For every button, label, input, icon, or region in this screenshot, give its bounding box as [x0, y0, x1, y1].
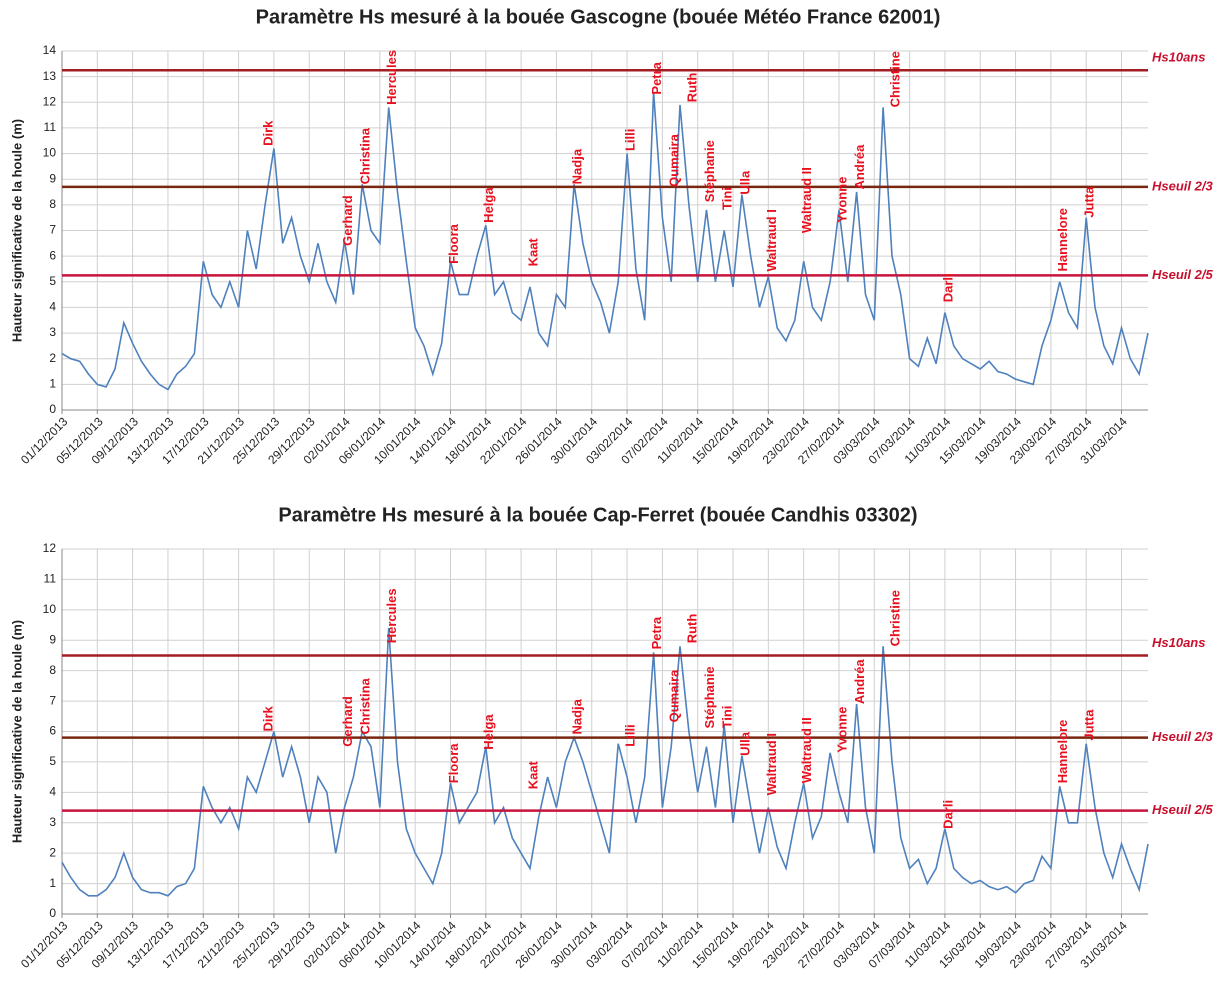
y-tick-label: 1 — [49, 876, 56, 890]
y-tick-label: 1 — [49, 377, 56, 391]
y-tick-label: 8 — [49, 197, 56, 211]
y-tick-label: 0 — [49, 402, 56, 416]
y-axis-label: Hauteur significative de la houle (m) — [9, 119, 24, 342]
storm-label: Nadja — [570, 698, 585, 734]
y-tick-label: 6 — [49, 248, 56, 262]
y-axis-label: Hauteur significative de la houle (m) — [9, 620, 24, 843]
storm-label: Andréa — [852, 659, 867, 705]
reference-label: Hseuil 2/3 — [1152, 729, 1213, 744]
storm-label: Petra — [649, 616, 664, 649]
y-tick-label: 2 — [49, 845, 56, 859]
storm-label: Jutta — [1082, 186, 1097, 218]
reference-label: Hseuil 2/3 — [1152, 178, 1213, 193]
storm-label: Nadja — [570, 148, 585, 184]
storm-label: Petra — [649, 61, 664, 94]
storm-label: Christine — [887, 51, 902, 107]
series-line — [61, 628, 1149, 897]
reference-label: Hseuil 2/5 — [1152, 267, 1213, 282]
storm-label: Darli — [940, 273, 955, 302]
storm-label: Tini — [720, 187, 735, 210]
storm-label: Lilli — [623, 724, 638, 746]
storm-label: Hercules — [384, 588, 399, 643]
storm-label: Hannelore — [1055, 720, 1070, 784]
y-tick-label: 11 — [44, 572, 57, 586]
storm-label: Kaat — [525, 760, 540, 789]
y-tick-label: 9 — [49, 171, 56, 185]
storm-label: Christine — [887, 590, 902, 646]
storm-label: Dirk — [261, 705, 276, 731]
storm-label: Dirk — [261, 120, 276, 146]
y-tick-label: 7 — [49, 693, 56, 707]
chart-title: Paramètre Hs mesuré à la bouée Cap-Ferre… — [278, 504, 917, 526]
y-tick-label: 0 — [49, 906, 56, 920]
storm-label: Helga — [481, 187, 496, 223]
storm-label: Tini — [720, 706, 735, 729]
y-tick-label: 5 — [49, 754, 56, 768]
storm-label: Waltraud I — [764, 733, 779, 795]
storm-label: Andréa — [852, 144, 867, 190]
y-tick-label: 10 — [43, 146, 57, 160]
storm-label: Floora — [446, 223, 461, 263]
y-tick-label: 3 — [49, 815, 56, 829]
y-tick-label: 9 — [49, 632, 56, 646]
y-tick-label: 7 — [49, 223, 56, 237]
storm-label: Lilli — [623, 129, 638, 151]
storm-label: Hannelore — [1055, 208, 1070, 272]
y-tick-label: 3 — [49, 325, 56, 339]
y-tick-label: 10 — [43, 602, 57, 616]
storm-label: Yvonne — [834, 177, 849, 223]
storm-label: Yvonne — [834, 707, 849, 753]
storm-label: Waltraud I — [764, 209, 779, 271]
storm-label: Gerhard — [340, 696, 355, 747]
storm-label: Stéphanie — [702, 140, 717, 202]
storm-label: Gerhard — [340, 195, 355, 246]
storm-label: Ruth — [684, 614, 699, 644]
reference-label: Hs10ans — [1152, 635, 1205, 650]
reference-label: Hseuil 2/5 — [1152, 802, 1213, 817]
storm-label: Ulla — [737, 170, 752, 195]
y-tick-label: 13 — [43, 69, 57, 83]
storm-label: Waltraud II — [799, 167, 814, 233]
y-tick-label: 14 — [43, 43, 57, 57]
storm-label: Kaat — [525, 238, 540, 267]
y-tick-label: 8 — [49, 663, 56, 677]
storm-label: Darli — [940, 800, 955, 829]
y-tick-label: 11 — [44, 120, 57, 134]
storm-label: Helga — [481, 714, 496, 750]
storm-label: Floora — [446, 743, 461, 783]
y-tick-label: 4 — [49, 300, 56, 314]
storm-label: Christina — [358, 677, 373, 734]
storm-label: Ulla — [737, 731, 752, 756]
storm-label: Qumaira — [667, 133, 682, 187]
y-tick-label: 2 — [49, 351, 56, 365]
y-tick-label: 12 — [43, 94, 57, 108]
series-line — [61, 91, 1149, 391]
storm-label: Hercules — [384, 50, 399, 105]
storm-label: Waltraud II — [799, 717, 814, 783]
chart-title: Paramètre Hs mesuré à la bouée Gascogne … — [256, 6, 941, 28]
storm-label: Christina — [358, 127, 373, 184]
y-tick-label: 12 — [43, 541, 57, 555]
storm-label: Qumaira — [667, 669, 682, 723]
y-tick-label: 4 — [49, 785, 56, 799]
y-tick-label: 5 — [49, 274, 56, 288]
storm-label: Jutta — [1082, 709, 1097, 741]
y-tick-label: 6 — [49, 724, 56, 738]
storm-label: Ruth — [684, 73, 699, 103]
storm-label: Stéphanie — [702, 666, 717, 728]
reference-label: Hs10ans — [1152, 50, 1205, 65]
